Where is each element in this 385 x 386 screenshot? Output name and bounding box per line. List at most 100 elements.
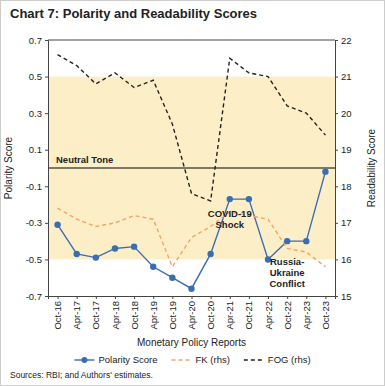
tick-mark (335, 150, 338, 151)
series-point (188, 285, 194, 291)
tick: Apr-17 (71, 296, 82, 330)
series-point (246, 196, 252, 202)
series-point (322, 168, 328, 174)
frame (1, 1, 385, 386)
tick: Apr-18 (110, 296, 121, 330)
tick-label: 0.7 (29, 35, 42, 46)
tick-mark (58, 296, 59, 299)
tick: 17 (335, 217, 352, 228)
legend-marker (81, 357, 87, 363)
tick-label: Apr-19 (148, 301, 159, 330)
tick-label: -0.7 (26, 291, 42, 302)
tick: 0.7 (29, 35, 48, 46)
tick: 18 (335, 181, 352, 192)
axis: Oct-16 Apr-17 Oct-17 Apr-18 Oct-18 Apr-19 Oct-… (49, 296, 336, 330)
series-point (93, 254, 99, 260)
tick: Oct-16 (52, 296, 63, 330)
tick-mark (77, 296, 78, 299)
tick-mark (335, 259, 338, 260)
tick: 19 (335, 144, 352, 155)
series-point (112, 245, 118, 251)
marks (48, 55, 335, 292)
tick: Apr-22 (263, 296, 274, 330)
tick-label: Oct-21 (243, 301, 254, 330)
band-label: Neutral Tone (56, 154, 113, 165)
tick: Oct-20 (205, 296, 216, 330)
tick-mark (172, 296, 173, 299)
series-point (131, 243, 137, 249)
series-point (207, 251, 213, 257)
plot-top (48, 40, 335, 41)
series-point (284, 238, 290, 244)
legend-swatch (244, 359, 264, 360)
legend: Polarity Score FK (rhs) FOG (rhs) (74, 354, 310, 365)
x-axis-title: Monetary Policy Reports (137, 337, 246, 348)
tick: 21 (335, 71, 352, 82)
tick-mark (211, 296, 212, 299)
annotation: COVID-19Shock (208, 208, 252, 230)
tick: Oct-22 (282, 296, 293, 330)
tick-mark (306, 296, 307, 299)
tick-mark (335, 77, 338, 78)
tick-label: 21 (341, 71, 352, 82)
y-axis-title: Polarity Score (3, 136, 14, 199)
tick-label: Oct-18 (129, 301, 140, 330)
tick: 16 (335, 254, 352, 265)
tick: -0.5 (26, 254, 48, 265)
tick-label: 0.1 (29, 144, 42, 155)
tick-mark (335, 113, 338, 114)
tick-mark (153, 296, 154, 299)
legend-label: FK (rhs) (196, 354, 230, 365)
tick-label: Apr-17 (71, 301, 82, 330)
tick: -0.1 (26, 181, 48, 192)
tick: 0.1 (29, 144, 48, 155)
tick-label: 19 (341, 144, 352, 155)
tick: 15 (335, 291, 352, 302)
tick-mark (45, 223, 48, 224)
tick-label: Apr-23 (301, 301, 312, 330)
tick-mark (335, 223, 338, 224)
series-point (54, 221, 60, 227)
annotation-text: Conflict (269, 278, 305, 289)
annotation-text: Ukraine (270, 267, 305, 278)
tick-label: -0.1 (26, 181, 42, 192)
tick: -0.3 (26, 217, 48, 228)
tick-label: Apr-21 (224, 301, 235, 330)
legend-item: Polarity Score (74, 354, 157, 365)
annotation-text: Shock (216, 219, 245, 230)
tick: Apr-21 (224, 296, 235, 330)
tick: Oct-18 (129, 296, 140, 330)
legend-item: FK (rhs) (172, 354, 230, 365)
tick-label: Apr-22 (263, 301, 274, 330)
axis-line (49, 297, 336, 300)
tick-mark (335, 296, 338, 297)
tick-mark (115, 296, 116, 299)
tick-mark (96, 296, 97, 299)
tick-mark (45, 113, 48, 114)
series-line (58, 208, 326, 267)
tick: 0.5 (29, 71, 48, 82)
tick-label: 16 (341, 254, 352, 265)
source: Sources: RBI; and Authors' estimates. (10, 370, 153, 380)
legend-label: FOG (rhs) (268, 354, 311, 365)
annotation-text: Russia- (270, 256, 304, 267)
tick-label: Oct-19 (167, 301, 178, 330)
tick: Oct-17 (90, 296, 101, 330)
tick: 20 (335, 108, 352, 119)
tick: -0.7 (26, 291, 48, 302)
tick-mark (287, 296, 288, 299)
series-line (58, 172, 326, 289)
tick-label: -0.3 (26, 217, 42, 228)
series-point (303, 238, 309, 244)
tick-mark (335, 186, 338, 187)
tick-mark (192, 296, 193, 299)
tick-label: Apr-18 (110, 301, 121, 330)
tick-label: 0.5 (29, 71, 42, 82)
axis-line (45, 41, 49, 297)
tick-mark (45, 259, 48, 260)
tick: Apr-23 (301, 296, 312, 330)
tick-label: Oct-16 (52, 301, 63, 330)
tick-mark (268, 296, 269, 299)
series-point (150, 264, 156, 270)
series-point (169, 275, 175, 281)
